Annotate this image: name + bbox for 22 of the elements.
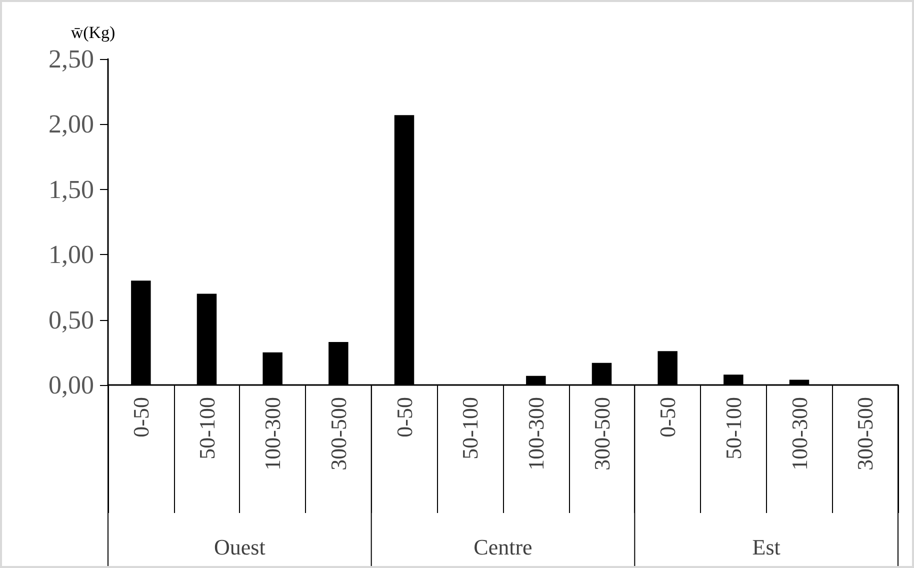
y-tick-label: 0,00 xyxy=(48,370,94,400)
x-tick-label: 100-300 xyxy=(260,397,286,470)
x-tick-label: 100-300 xyxy=(523,397,548,470)
x-tick-label: 0-50 xyxy=(655,397,680,438)
text: Est xyxy=(752,534,780,560)
y-tick-label: 1,50 xyxy=(48,174,94,204)
x-tick-label: 300-500 xyxy=(852,397,878,470)
text: Centre xyxy=(474,534,532,560)
text: Ouest xyxy=(214,534,266,560)
x-tick-label: 50-100 xyxy=(194,397,220,460)
x-tick-label: 300-500 xyxy=(589,397,614,470)
y-tick-label: 2,00 xyxy=(48,110,94,139)
x-tick-label: 0-50 xyxy=(392,397,417,438)
y-axis-title: w̄(Kg) xyxy=(70,23,116,42)
y-tick-label: 2,50 xyxy=(48,44,94,74)
x-tick-label: 300-500 xyxy=(326,397,351,470)
x-tick-label: 0-50 xyxy=(128,397,154,438)
x-tick-label: 50-100 xyxy=(720,397,746,460)
y-tick-label: 1,00 xyxy=(48,240,94,270)
x-tick-label: 50-100 xyxy=(458,397,483,460)
x-tick-label: 100-300 xyxy=(786,397,812,470)
y-tick-label: 0,50 xyxy=(48,305,94,334)
